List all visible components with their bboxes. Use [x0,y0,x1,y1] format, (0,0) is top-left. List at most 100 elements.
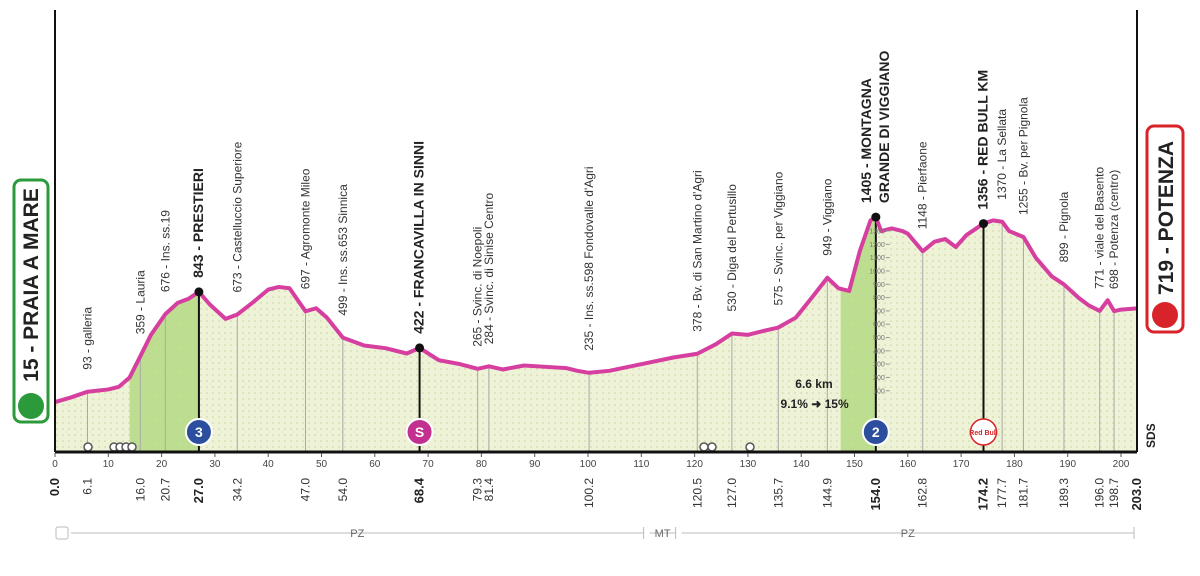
waypoint-label: 899 - Pignola [1057,191,1071,262]
finish-box [1145,124,1185,334]
finish-icon [1152,302,1178,328]
km-label: 68.4 [412,477,427,503]
waypoint-label: 1405 - MONTAGNA [858,78,874,203]
x-tick-label: 50 [316,459,328,470]
annotation: 9.1% ➜ 15% [781,397,849,411]
waypoint-label: 697 - Agromonte Mileo [299,168,313,289]
y-tick-label: 400 [873,348,885,355]
waypoint-label: 359 - Lauria [133,270,147,334]
badge-text: 2 [872,424,880,440]
x-tick-label: 130 [740,459,757,470]
y-tick-label: 600 [873,322,885,329]
y-tick-label: 1300 [869,229,885,236]
climb-shade [129,291,199,452]
waypoint-label: 284 - Svinc. di Sinise Centro [482,193,496,345]
km-label: 100.2 [582,478,596,508]
badge [861,418,890,446]
badge-text: Red Bull [969,430,997,437]
region-name: PZ [350,528,364,540]
km-label: 27.0 [191,478,206,503]
km-label: 189.3 [1057,478,1071,508]
km-label: 174.2 [975,478,990,511]
waypoint-label: 949 - Viggiano [820,178,834,256]
y-tick-label: 500 [873,335,885,342]
waypoint-label: 676 - Ins. ss.19 [158,210,172,292]
x-tick-label: 150 [846,459,863,470]
waypoint-label: 1356 - RED BULL KM [974,70,990,210]
start-label: 15 - PRAIA A MARE [20,188,43,382]
x-tick-label: 160 [899,459,916,470]
x-tick-label: 70 [423,459,435,470]
x-tick-label: 200 [1113,459,1130,470]
km-label: 177.7 [995,478,1009,508]
tunnel-icons [83,442,755,452]
waypoint-dot [194,287,204,297]
x-tick-label: 120 [686,459,703,470]
km-label: 198.7 [1107,478,1121,508]
y-tick-label: 900 [873,282,885,289]
km-label: 127.0 [725,478,739,508]
start-box [12,178,50,424]
y-tick-label: 1200 [869,242,885,249]
region-icon [55,526,69,540]
x-tick-label: 10 [103,459,115,470]
km-label: 34.2 [230,478,244,502]
km-label: 144.9 [820,478,834,508]
finish-label: 719 - POTENZA [1155,141,1178,295]
km-label: 0.0 [47,478,62,496]
x-tick-label: 60 [369,459,381,470]
km-label: 16.0 [133,478,147,502]
y-tick-label: 1000 [869,268,885,275]
waypoint-dot [978,219,988,229]
waypoint-dot [871,212,881,222]
logo: SDS [1144,423,1158,448]
km-label: 196.0 [1093,478,1107,508]
km-label: 47.0 [299,478,313,502]
waypoint-label: 698 - Potenza (centro) [1107,170,1121,289]
badge-text: S [415,424,424,440]
badge-text: 3 [195,424,203,440]
km-label: 203.0 [1129,478,1144,511]
waypoint-label: 93 - galleria [81,307,95,370]
x-tick-label: 110 [633,459,649,470]
km-label: 120.5 [690,478,704,508]
waypoint-label: GRANDE DI VIGGIANO [876,50,892,203]
x-tick-label: 30 [209,459,221,470]
waypoint-label: 378 - Bv. di San Martino d'Agri [690,170,704,331]
waypoint-label: 265 - Svinc. di Noepoli [471,227,485,347]
climb-shade [840,217,876,452]
x-tick-label: 140 [793,459,810,470]
km-label: 20.7 [158,478,172,502]
waypoint-label: 1370 - La Sellata [995,109,1009,200]
annotation: 6.6 km [795,377,832,391]
x-tick-label: 170 [953,459,970,470]
waypoint-label: 235 - Ins. ss.598 Fondovalle d'Agri [582,166,596,350]
km-label: 54.0 [336,478,350,502]
waypoint-dot [415,343,425,353]
waypoint-label: 1255 - Bv. per Pignola [1016,97,1030,215]
y-tick-label: 1100 [870,255,885,262]
waypoint-label: 1148 - Pierfaone [916,141,930,229]
y-tick-label: 800 [873,295,885,302]
km-label: 162.8 [916,478,930,508]
x-tick-label: 180 [1006,459,1023,470]
waypoint-label: 575 - Svinc. per Viggiano [771,171,785,305]
y-tick-label: 100 [873,388,885,395]
km-label: 181.7 [1016,478,1030,508]
profile-line [54,215,1138,405]
x-tick-label: 100 [580,459,597,470]
waypoint-label: 499 - Ins. ss.653 Sinnica [336,184,350,316]
km-label: 6.1 [81,478,95,495]
region-name: MT [655,528,671,540]
region-name: PZ [901,528,915,540]
x-tick-label: 190 [1059,459,1076,470]
start-icon [18,393,44,419]
km-label: 154.0 [868,478,883,511]
waypoint-label: 771 - viale del Basento [1093,166,1107,288]
y-tick-label: 300 [873,362,885,369]
waypoint-label: 673 - Castelluccio Superiore [230,141,244,292]
waypoint-label: 530 - Diga del Pertusillo [725,184,739,312]
x-tick-label: 0 [52,459,58,470]
waypoint-label: 843 - PRESTIERI [190,168,206,278]
